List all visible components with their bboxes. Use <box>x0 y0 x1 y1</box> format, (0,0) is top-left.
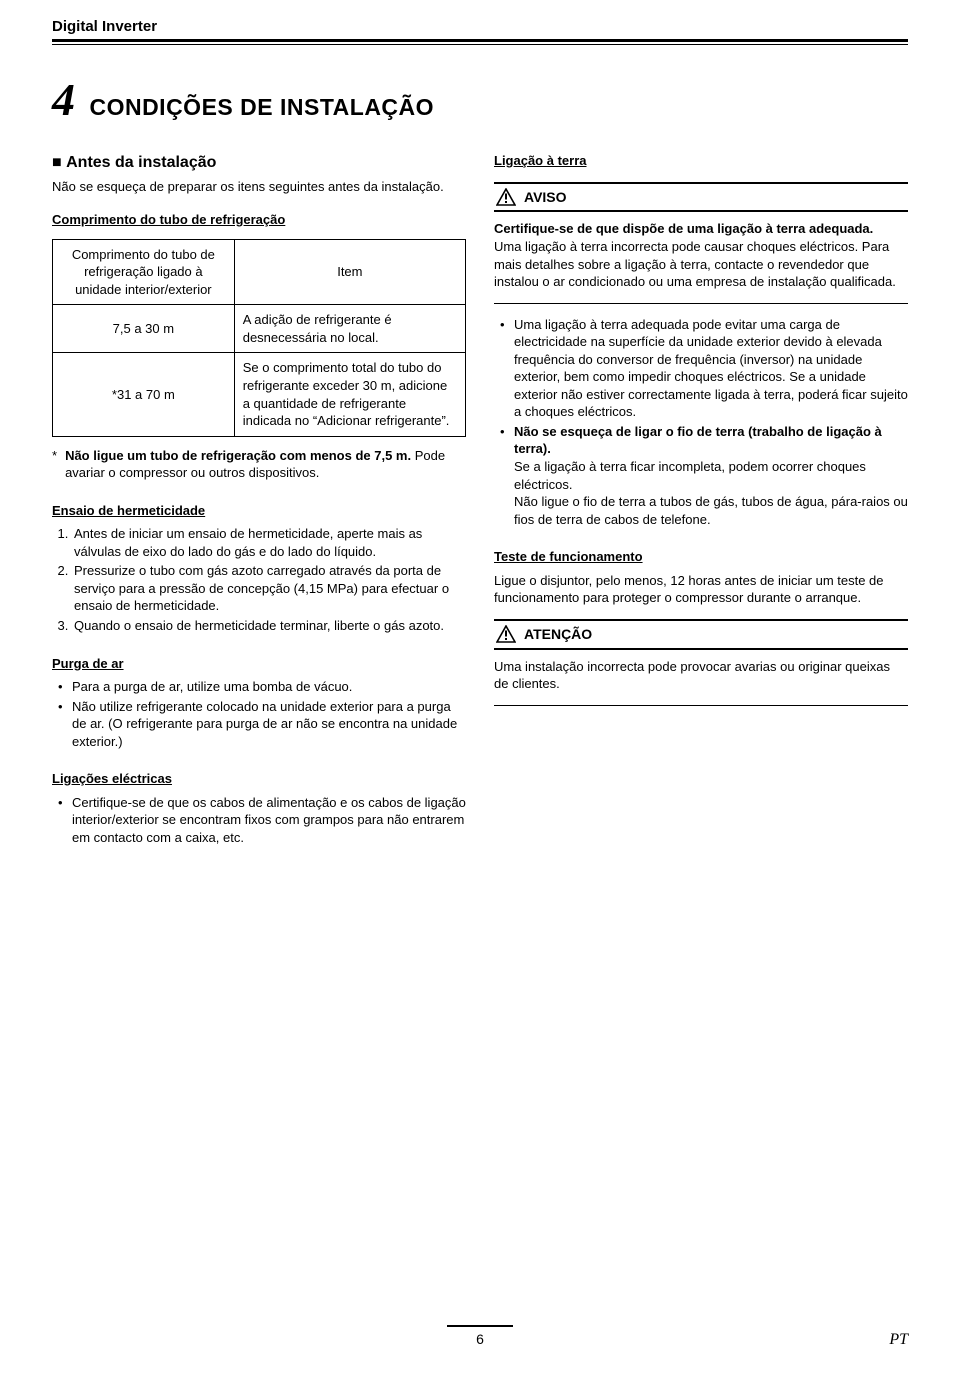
square-bullet-icon: ■ <box>52 154 66 171</box>
teste-heading: Teste de funcionamento <box>494 548 643 566</box>
language-code: PT <box>889 1331 908 1349</box>
ligacoes-heading: Ligações eléctricas <box>52 770 172 788</box>
section-heading: 4 CONDIÇÕES DE INSTALAÇÃO <box>52 73 908 126</box>
table-cell: A adição de refrigerante é desnecessária… <box>234 305 465 353</box>
list-item: Não utilize refrigerante colocado na uni… <box>52 698 466 751</box>
section-title: CONDIÇÕES DE INSTALAÇÃO <box>89 94 434 120</box>
list-item: Quando o ensaio de hermeticidade termina… <box>72 617 466 635</box>
aviso-bold: Certifique-se de que dispõe de uma ligaç… <box>494 221 873 236</box>
atencao-row: ATENÇÃO <box>494 621 908 648</box>
antes-heading: ■ Antes da instalação <box>52 152 466 174</box>
list-item: Não se esqueça de ligar o fio de terra (… <box>494 423 908 528</box>
atencao-bottom-divider <box>494 705 908 706</box>
page: Digital Inverter 4 CONDIÇÕES DE INSTALAÇ… <box>0 0 960 1381</box>
table-header-col1: Comprimento do tubo de refrigeração liga… <box>53 239 235 305</box>
atencao-block: ATENÇÃO <box>494 619 908 650</box>
table-cell: Se o comprimento total do tubo do refrig… <box>234 353 465 436</box>
table-header-col2: Item <box>234 239 465 305</box>
header-divider-thin <box>52 44 908 45</box>
section-number: 4 <box>52 73 75 126</box>
aviso-block: AVISO <box>494 182 908 213</box>
warning-icon <box>496 188 516 206</box>
list-item: Antes de iniciar um ensaio de hermeticid… <box>72 525 466 560</box>
antes-title: Antes da instalação <box>66 154 216 171</box>
terra-bullets: Uma ligação à terra adequada pode evitar… <box>494 316 908 529</box>
atencao-label: ATENÇÃO <box>524 625 592 644</box>
footer: 6 PT <box>52 1325 908 1351</box>
antes-text: Não se esqueça de preparar os itens segu… <box>52 178 466 196</box>
footnote-bold: Não ligue um tubo de refrigeração com me… <box>65 448 411 463</box>
aviso-label: AVISO <box>524 188 567 207</box>
list-item: Uma ligação à terra adequada pode evitar… <box>494 316 908 421</box>
purga-list: Para a purga de ar, utilize uma bomba de… <box>52 678 466 750</box>
table-cell: *31 a 70 m <box>53 353 235 436</box>
comprimento-heading: Comprimento do tubo de refrigeração <box>52 211 285 229</box>
right-column: Ligação à terra AVISO Certifique-se de q… <box>494 152 908 858</box>
ensaio-heading: Ensaio de hermeticidade <box>52 502 205 520</box>
table-cell: 7,5 a 30 m <box>53 305 235 353</box>
warn-divider <box>494 648 908 650</box>
left-column: ■ Antes da instalação Não se esqueça de … <box>52 152 466 858</box>
ensaio-list: Antes de iniciar um ensaio de hermeticid… <box>52 525 466 634</box>
terra-heading: Ligação à terra <box>494 152 587 170</box>
footnote-text: Não ligue um tubo de refrigeração com me… <box>65 447 466 482</box>
aviso-row: AVISO <box>494 184 908 211</box>
footer-line <box>447 1325 513 1327</box>
warning-icon <box>496 625 516 643</box>
footnote-marker: * <box>52 447 57 482</box>
list-item: Para a purga de ar, utilize uma bomba de… <box>52 678 466 696</box>
table-row: *31 a 70 m Se o comprimento total do tub… <box>53 353 466 436</box>
list-item: Certifique-se de que os cabos de aliment… <box>52 794 466 847</box>
content-columns: ■ Antes da instalação Não se esqueça de … <box>52 152 908 858</box>
aviso-bottom-divider <box>494 303 908 304</box>
purga-heading: Purga de ar <box>52 655 124 673</box>
list-item: Pressurize o tubo com gás azoto carregad… <box>72 562 466 615</box>
aviso-text: Certifique-se de que dispõe de uma ligaç… <box>494 220 908 290</box>
terra-b2-rest: Se a ligação à terra ficar incompleta, p… <box>514 459 908 527</box>
header-divider-thick <box>52 39 908 42</box>
warn-divider <box>494 210 908 212</box>
table-footnote: * Não ligue um tubo de refrigeração com … <box>52 447 466 482</box>
ligacoes-list: Certifique-se de que os cabos de aliment… <box>52 794 466 847</box>
atencao-text: Uma instalação incorrecta pode provocar … <box>494 658 908 693</box>
table-row: Comprimento do tubo de refrigeração liga… <box>53 239 466 305</box>
refrigerant-table: Comprimento do tubo de refrigeração liga… <box>52 239 466 437</box>
teste-text: Ligue o disjuntor, pelo menos, 12 horas … <box>494 572 908 607</box>
footer-row: 6 PT <box>52 1331 908 1351</box>
product-header: Digital Inverter <box>52 18 908 35</box>
terra-b2-bold: Não se esqueça de ligar o fio de terra (… <box>514 424 882 457</box>
page-number: 6 <box>476 1331 484 1347</box>
table-row: 7,5 a 30 m A adição de refrigerante é de… <box>53 305 466 353</box>
aviso-rest: Uma ligação à terra incorrecta pode caus… <box>494 239 896 289</box>
